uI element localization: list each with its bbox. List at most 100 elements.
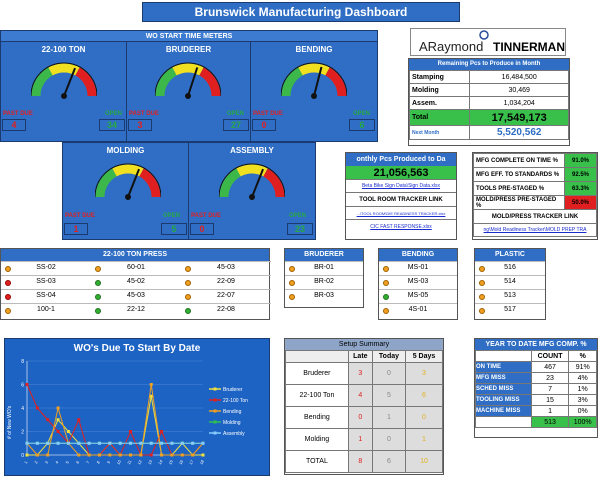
data-point [180,441,184,445]
status-row[interactable]: BR-02 [285,275,363,289]
status-dot-icon [479,294,485,300]
past-due-value: 0 [190,223,214,235]
meter-bruderer[interactable]: BRUDERER PAST DUE OPEN 3 27 [127,42,251,141]
press-column: 45-03 22-09 22-07 22-08 [181,261,271,317]
bruderer-list: BR-01 BR-02 BR-03 [285,261,363,303]
meter-molding[interactable]: MOLDING PAST DUE OPEN 1 5 [63,143,189,239]
status-row[interactable]: 45-03 [91,289,181,303]
status-label: 516 [504,264,516,271]
legend-marker [213,431,217,435]
status-row[interactable]: MS-03 [379,275,457,289]
gauge-rim [95,163,161,198]
ytd-total-pct: 100% [568,416,597,428]
row-value: 1,034,204 [469,96,569,110]
bruderer-title: BRUDERER [285,249,363,261]
table-row: ng\Mold Readiness Tracker\MOLD PREP TRA [473,223,597,237]
status-label: BR-02 [314,278,334,285]
ytd-count: 1 [530,405,570,417]
status-row[interactable]: BR-01 [285,261,363,275]
ytd-total-blank [475,416,532,428]
status-row[interactable]: 516 [475,261,545,275]
gauge-arc [281,67,303,97]
status-row[interactable]: 45-03 [181,261,271,275]
meter-title: ASSEMBLY [230,146,274,155]
status-row[interactable]: 45-02 [91,275,181,289]
status-row[interactable]: SS-04 [1,289,91,303]
data-point [160,441,164,445]
status-row[interactable]: 22-07 [181,289,271,303]
data-point [77,441,81,445]
page-title: Brunswick Manufacturing Dashboard [142,2,460,22]
data-point [46,453,50,457]
status-row[interactable]: 517 [475,303,545,317]
table-row: TOTAL 8 6 10 [285,450,443,473]
status-label: 45-03 [127,292,145,299]
status-dot-icon [95,308,101,314]
status-row[interactable]: 4S-01 [379,303,457,317]
status-label: BR-01 [314,264,334,271]
status-row[interactable]: 514 [475,275,545,289]
table-header-row: Late Today 5 Days [285,350,443,363]
today-cell: 0 [371,362,407,385]
late-cell: 3 [347,362,373,385]
status-row[interactable]: MS-01 [379,261,457,275]
status-dot-icon [5,266,11,272]
gauge-arc [236,164,268,177]
table-row: MFG COMPLETE ON TIME % 91.0% [472,153,597,168]
status-row[interactable]: MS-05 [379,289,457,303]
cic-fast-response-link[interactable]: CIC FAST RESPONSE.xlsx [370,224,432,230]
mold-readiness-link[interactable]: ng\Mold Readiness Tracker\MOLD PREP TRA [473,223,597,237]
status-row[interactable]: SS-03 [1,275,91,289]
data-point [56,430,60,433]
meter-bending[interactable]: BENDING PAST DUE OPEN 0 6 [251,42,377,141]
gauge-arc [263,168,285,198]
bending-title: BENDING [379,249,457,261]
table-header-row: COUNT % [475,350,597,362]
data-point [56,441,60,445]
next-month-label: Next Month [408,125,471,140]
status-row[interactable]: 22-09 [181,275,271,289]
header-cell: Late [347,350,373,363]
legend-marker [213,409,217,413]
gauge-needle [251,168,264,198]
status-dot-icon [5,280,11,286]
status-label: 514 [504,278,516,285]
y-tick-label: 8 [21,359,24,365]
status-label: 60-01 [127,264,145,271]
meter-22-100-ton[interactable]: 22-100 TON PAST DUE OPEN 4 34 [1,42,127,141]
past-due-value: 0 [252,119,276,131]
data-point [149,453,153,457]
data-point [201,441,205,445]
data-point [129,453,133,457]
row-label: Stamping [408,70,471,84]
status-label: SS-02 [36,264,56,271]
data-point [56,406,60,410]
status-row[interactable]: 22-08 [181,303,271,317]
status-row[interactable]: 100-1 [1,303,91,317]
press-column: 60-01 45-02 45-03 22-12 [91,261,181,317]
status-row[interactable]: 60-01 [91,261,181,275]
status-row[interactable]: BR-03 [285,289,363,303]
x-tick-label: 13 [147,458,154,465]
header-cell: % [568,350,597,362]
ytd-pct: 1% [568,383,597,395]
five-day-cell: 1 [405,428,443,451]
status-dot-icon [289,266,295,272]
status-dot-icon [185,308,191,314]
ytd-title: YEAR TO DATE MFG COMP. % [475,339,597,350]
ytd-mfg-comp-table: YEAR TO DATE MFG COMP. % COUNT % ON TIME… [474,338,598,438]
ytd-count: 15 [530,394,570,406]
data-point [46,418,50,422]
table-row: Molding 30,469 [408,83,569,97]
status-label: MS-01 [407,264,429,271]
data-point [149,441,153,445]
meter-assembly[interactable]: ASSEMBLY PAST DUE OPEN 0 23 [189,143,315,239]
tool-room-link[interactable]: ...\TOOL ROOM\DIE READINESS TRACKER.xlsx [346,207,456,220]
status-row[interactable]: SS-02 [1,261,91,275]
beta-bike-link[interactable]: Beta Bike Sign Data\Sign Data.xlsx [346,180,456,193]
open-label: OPEN [227,111,245,117]
plastic-title: PLASTIC [475,249,545,261]
status-row[interactable]: 22-12 [91,303,181,317]
status-row[interactable]: 513 [475,289,545,303]
wo-start-meters-panel: WO START TIME METERS 22-100 TON PAST DUE… [0,30,378,142]
